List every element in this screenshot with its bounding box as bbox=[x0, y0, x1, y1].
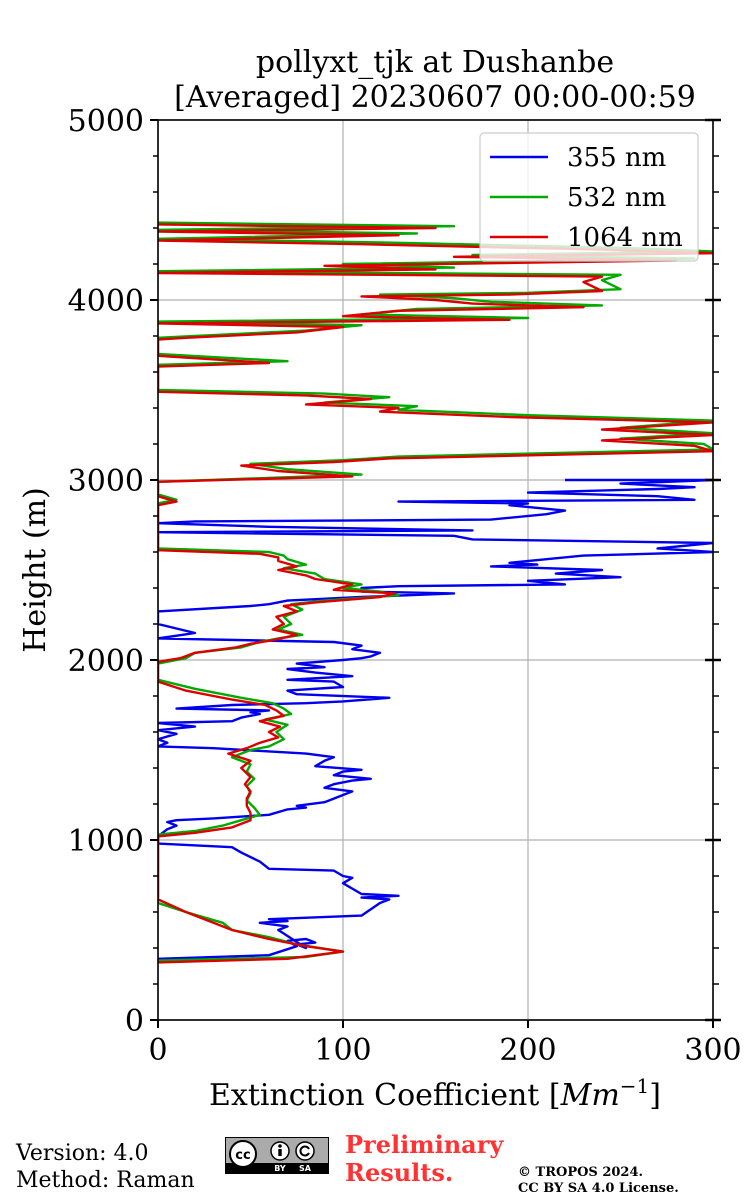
version-label: Version: 4.0 bbox=[16, 1141, 149, 1166]
cc-sa-text: SA bbox=[299, 1164, 312, 1173]
legend-label-532-nm: 532 nm bbox=[567, 183, 666, 213]
series-lines bbox=[158, 221, 713, 964]
x-tick-label: 0 bbox=[148, 1033, 167, 1068]
series-line-1064-nm bbox=[158, 223, 713, 964]
cc-text: cc bbox=[235, 1148, 250, 1163]
copyright-notice: © TROPOS 2024. CC BY SA 4.0 License. bbox=[518, 1165, 679, 1197]
series-line-532-nm bbox=[158, 221, 713, 962]
x-axis-label: Extinction Coefficient [Mm−1] bbox=[209, 1074, 661, 1113]
x-tick-label: 100 bbox=[314, 1033, 371, 1068]
y-tick-label: 0 bbox=[125, 1004, 144, 1039]
extinction-profile-chart: pollyxt_tjk at Dushanbe [Averaged] 20230… bbox=[18, 45, 742, 1113]
y-axis-label: Height (m) bbox=[18, 487, 53, 652]
copyright-line1: © TROPOS 2024. bbox=[518, 1165, 644, 1180]
x-tick-label: 300 bbox=[684, 1033, 741, 1068]
preliminary-line2: Results. bbox=[345, 1158, 454, 1187]
chart-title-line1: pollyxt_tjk at Dushanbe bbox=[256, 45, 614, 80]
legend-label-1064-nm: 1064 nm bbox=[567, 223, 683, 253]
legend-box bbox=[479, 132, 699, 262]
y-tick-label: 2000 bbox=[68, 644, 144, 679]
cc-by-sa-license-icon: cc BY SA bbox=[225, 1137, 329, 1174]
x-tick-label: 200 bbox=[499, 1033, 556, 1068]
plot-frame bbox=[157, 119, 714, 1021]
chart-title-line2: [Averaged] 20230607 00:00-00:59 bbox=[174, 80, 696, 115]
y-tick-label: 1000 bbox=[68, 824, 144, 859]
cc-by-text: BY bbox=[274, 1164, 286, 1173]
chart-legend: 355 nm 532 nm 1064 nm bbox=[479, 132, 699, 262]
y-tick-label: 3000 bbox=[68, 464, 144, 499]
y-tick-label: 4000 bbox=[68, 284, 144, 319]
method-label: Method: Raman bbox=[16, 1168, 195, 1193]
preliminary-results-notice: Preliminary Results. bbox=[345, 1131, 503, 1187]
series-line-355-nm bbox=[158, 478, 713, 960]
y-tick-label: 5000 bbox=[68, 104, 144, 139]
preliminary-line1: Preliminary bbox=[345, 1130, 504, 1159]
copyright-line2: CC BY SA 4.0 License. bbox=[518, 1181, 679, 1196]
legend-label-355-nm: 355 nm bbox=[567, 143, 666, 173]
